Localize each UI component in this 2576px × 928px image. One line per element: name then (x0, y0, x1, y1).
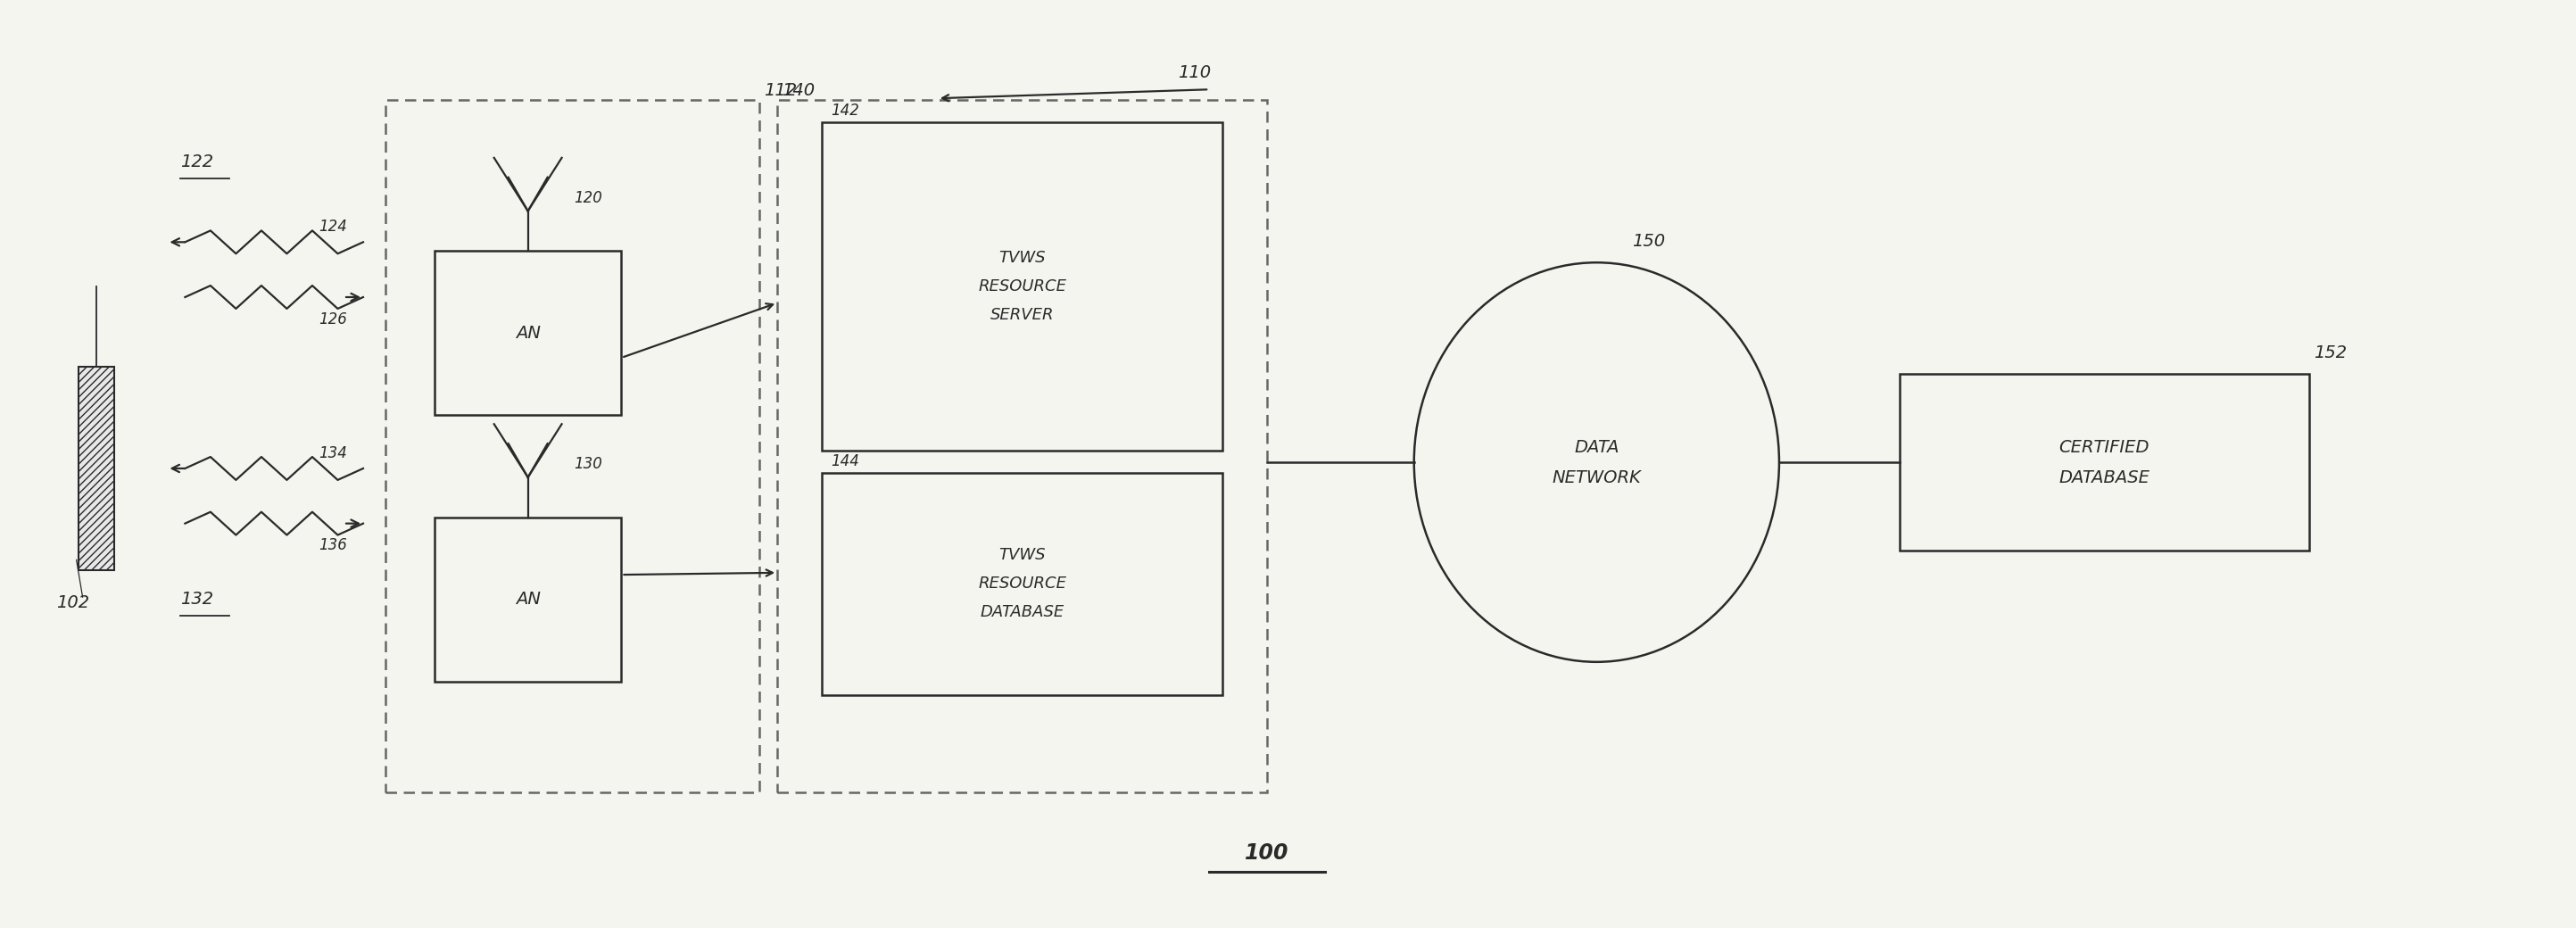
Text: 142: 142 (829, 103, 860, 119)
Text: 124: 124 (319, 219, 348, 235)
Bar (778, 100, 1267, 793)
Text: 112: 112 (765, 83, 796, 99)
Text: 144: 144 (829, 453, 860, 470)
Text: DATA
NETWORK: DATA NETWORK (1553, 439, 1641, 486)
Text: AN: AN (515, 325, 541, 342)
Bar (1899, 373, 2308, 551)
Text: 150: 150 (1633, 233, 1664, 251)
Bar (386, 100, 760, 793)
Text: 120: 120 (574, 189, 603, 206)
Text: 152: 152 (2313, 344, 2347, 361)
Text: CERTIFIED
DATABASE: CERTIFIED DATABASE (2058, 439, 2151, 486)
Text: TVWS
RESOURCE
DATABASE: TVWS RESOURCE DATABASE (979, 548, 1066, 621)
Bar (435, 517, 621, 681)
Text: 126: 126 (319, 311, 348, 328)
Text: 122: 122 (180, 153, 214, 170)
Bar (822, 473, 1224, 695)
Bar (822, 122, 1224, 451)
Text: 136: 136 (319, 537, 348, 554)
Text: 134: 134 (319, 445, 348, 461)
Text: 130: 130 (574, 456, 603, 472)
Bar (77, 367, 113, 571)
Text: 140: 140 (781, 83, 814, 99)
Text: 110: 110 (1177, 65, 1211, 82)
Text: AN: AN (515, 591, 541, 608)
Bar (435, 251, 621, 415)
Text: TVWS
RESOURCE
SERVER: TVWS RESOURCE SERVER (979, 250, 1066, 323)
Text: 132: 132 (180, 591, 214, 608)
Text: 100: 100 (1244, 842, 1288, 863)
Text: 102: 102 (57, 595, 90, 612)
